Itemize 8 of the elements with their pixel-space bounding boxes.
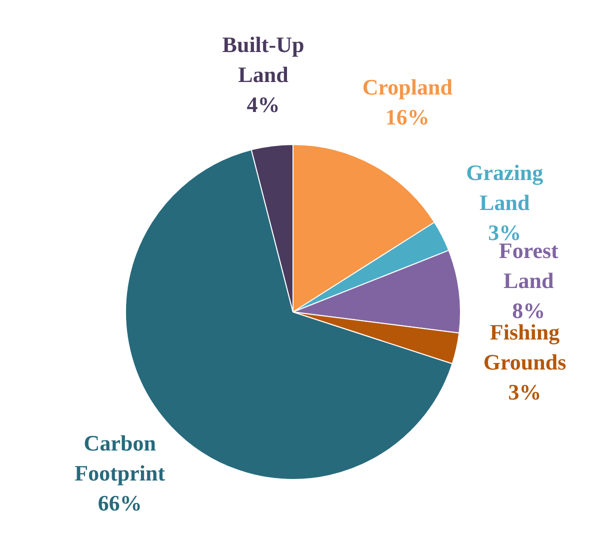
data-label: 16%	[385, 104, 430, 130]
slice-label: Carbon Footprint	[74, 430, 166, 486]
data-label: 4%	[246, 92, 280, 118]
slice-label: Built-Up Land	[222, 32, 304, 88]
data-label: 3%	[508, 379, 542, 404]
data-label: 66%	[98, 490, 142, 516]
slice-label: Grazing Land	[466, 160, 544, 215]
slice-label: Cropland	[362, 74, 452, 100]
